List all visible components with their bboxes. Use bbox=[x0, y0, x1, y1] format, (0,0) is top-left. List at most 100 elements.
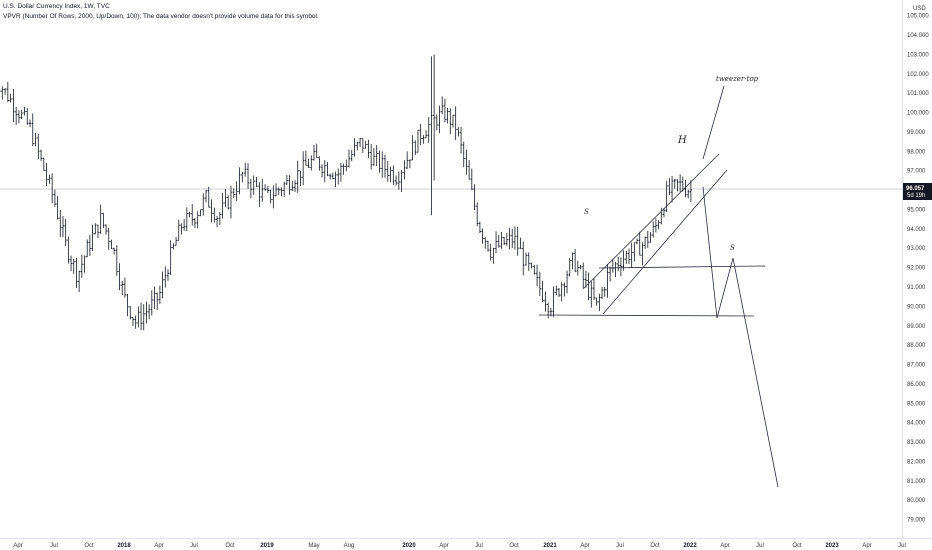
channel-upper-line[interactable] bbox=[582, 153, 720, 290]
time-tick-label: Apr bbox=[580, 543, 589, 549]
ohlc-bar bbox=[299, 170, 302, 187]
head-label: H bbox=[677, 135, 687, 146]
time-tick-label: Apr bbox=[154, 543, 163, 549]
time-tick-label: 2021 bbox=[543, 543, 557, 549]
ohlc-bar bbox=[541, 281, 544, 303]
price-tick-label: 92.000 bbox=[907, 266, 926, 272]
currency-label: USD bbox=[913, 6, 926, 12]
time-tick-label: Jul bbox=[190, 543, 198, 549]
price-tick-label: 104.000 bbox=[907, 33, 929, 39]
ohlc-bar bbox=[627, 248, 631, 264]
ohlc-bar bbox=[258, 182, 261, 207]
ohlc-bar bbox=[689, 180, 693, 203]
neckline[interactable] bbox=[538, 314, 755, 317]
ohlc-bar bbox=[23, 106, 26, 116]
ohlc-bar bbox=[121, 280, 124, 296]
price-tick-label: 88.000 bbox=[907, 343, 926, 349]
price-axis[interactable]: USD 79.000 80.000 81.000 82.000 83.000 84.000… bbox=[902, 0, 932, 538]
ohlc-bar bbox=[53, 189, 57, 207]
ohlc-bar bbox=[293, 180, 297, 193]
ohlc-bar bbox=[243, 162, 247, 177]
ohlc-bar bbox=[210, 199, 213, 223]
ohlc-bar bbox=[454, 106, 457, 140]
ohlc-bar bbox=[255, 176, 258, 188]
ohlc-bar bbox=[603, 286, 606, 297]
current-price-badge bbox=[903, 183, 932, 200]
ohlc-bar bbox=[652, 221, 655, 238]
ohlc-bar bbox=[422, 135, 425, 144]
ohlc-bar bbox=[226, 195, 230, 210]
ohlc-bar bbox=[383, 154, 387, 178]
ohlc-bar bbox=[307, 158, 310, 169]
ohlc-bar bbox=[654, 218, 658, 233]
ohlc-bar bbox=[331, 172, 335, 180]
ohlc-bar bbox=[668, 178, 671, 196]
ohlc-bar bbox=[64, 219, 67, 246]
ohlc-bar bbox=[126, 294, 129, 317]
ohlc-bar bbox=[37, 133, 40, 160]
ohlc-bar bbox=[274, 183, 278, 197]
price-tick-label: 83.000 bbox=[907, 440, 926, 446]
time-tick-label: Jul bbox=[475, 543, 483, 549]
ohlc-bar bbox=[424, 130, 428, 139]
ohlc-bar bbox=[419, 124, 422, 146]
ohlc-bar bbox=[277, 187, 280, 195]
ohlc-bar bbox=[372, 148, 376, 166]
ohlc-bar bbox=[516, 226, 519, 256]
ohlc-bar bbox=[158, 285, 162, 304]
ohlc-bar bbox=[600, 286, 604, 300]
ohlc-bar bbox=[560, 282, 563, 302]
ohlc-bar bbox=[587, 272, 590, 301]
ohlc-bar bbox=[99, 204, 102, 234]
ohlc-bar bbox=[611, 259, 615, 273]
symbol-legend[interactable]: U.S. Dollar Currency Index, 1W, TVC bbox=[3, 3, 110, 10]
indicator-legend[interactable]: VPVR (Number Of Rows, 2000, Up/Down, 100… bbox=[3, 13, 319, 20]
ohlc-bar bbox=[246, 163, 250, 189]
ohlc-bar bbox=[441, 96, 444, 115]
time-axis[interactable]: Apr Jul Oct 2018 Apr Jul Oct 2019 May Aug 2020 Apr J… bbox=[0, 538, 932, 550]
channel-lower-line[interactable] bbox=[602, 169, 728, 315]
time-tick-label: Apr bbox=[13, 543, 22, 549]
tweezer-pointer-line[interactable] bbox=[702, 85, 725, 160]
ohlc-bar bbox=[608, 266, 612, 282]
ohlc-bar bbox=[535, 264, 539, 286]
ohlc-bar bbox=[530, 262, 533, 269]
ohlc-bar bbox=[432, 54, 436, 181]
ohlc-bar bbox=[80, 254, 84, 278]
ohlc-bar bbox=[26, 108, 29, 125]
ohlc-bar bbox=[489, 243, 492, 261]
ohlc-bar bbox=[129, 306, 132, 320]
ohlc-bar bbox=[473, 184, 476, 211]
ohlc-bar bbox=[555, 285, 558, 296]
ohlc-bar bbox=[386, 160, 389, 182]
ohlc-bar bbox=[342, 163, 345, 175]
projection-path[interactable] bbox=[702, 186, 779, 488]
ohlc-bar bbox=[69, 255, 73, 271]
time-tick-label: Jul bbox=[616, 543, 624, 549]
ohlc-bar bbox=[185, 207, 189, 232]
price-tick-label: 101.000 bbox=[907, 91, 929, 97]
ohlc-bar bbox=[238, 167, 241, 195]
ohlc-bar bbox=[196, 211, 199, 229]
ohlc-bar bbox=[202, 193, 205, 216]
ohlc-bar bbox=[169, 240, 172, 275]
ohlc-bar bbox=[411, 135, 414, 161]
price-tick-label: 87.000 bbox=[907, 363, 926, 369]
ohlc-bar bbox=[579, 265, 582, 270]
ohlc-bar bbox=[45, 163, 48, 187]
ohlc-bar bbox=[347, 149, 351, 168]
ohlc-bar bbox=[318, 156, 321, 171]
ohlc-bar bbox=[358, 137, 362, 147]
ohlc-bar bbox=[598, 293, 601, 312]
drawing-tools-layer[interactable] bbox=[538, 85, 779, 488]
ohlc-bar bbox=[0, 90, 1, 92]
ohlc-bar bbox=[649, 232, 652, 243]
ohlc-bar bbox=[546, 302, 550, 319]
ohlc-bar bbox=[568, 258, 571, 277]
horizontal-support-line[interactable] bbox=[598, 265, 766, 269]
ohlc-bar bbox=[356, 141, 359, 151]
ohlc-bar bbox=[282, 181, 286, 197]
ohlc-bar bbox=[451, 114, 455, 128]
ohlc-bar bbox=[204, 189, 208, 203]
